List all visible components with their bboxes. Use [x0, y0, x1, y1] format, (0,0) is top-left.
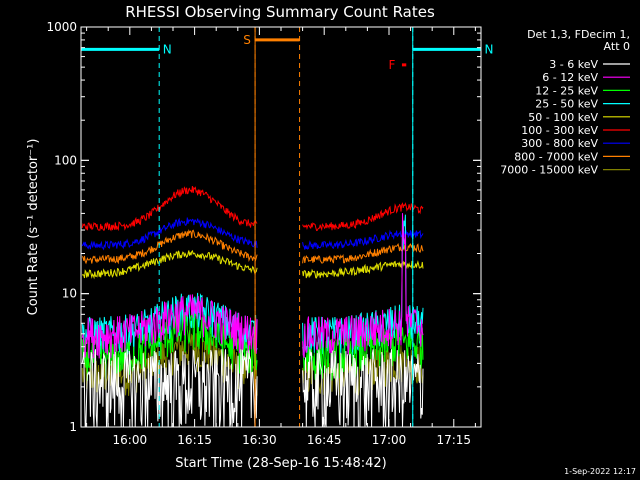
legend-label: 50 - 100 keV: [528, 111, 598, 124]
x-tick-label: 17:00: [372, 433, 407, 447]
saa-label: S: [243, 33, 251, 47]
y-tick-label: 10: [62, 287, 77, 301]
x-tick-label: 16:15: [177, 433, 212, 447]
legend-label: 25 - 50 keV: [535, 98, 598, 111]
night-label: N: [163, 42, 172, 56]
x-tick-label: 16:00: [113, 433, 148, 447]
legend-header-line-1: Det 1,3, FDecim 1,: [527, 28, 630, 41]
x-axis: 16:00 16:15 16:30 16:45 17:00 17:15: [86, 27, 476, 447]
legend-label: 6 - 12 keV: [542, 71, 598, 84]
series-layer: [81, 186, 424, 428]
y-tick-label: 100: [54, 153, 77, 167]
legend-label: 300 - 800 keV: [521, 137, 598, 150]
legend-label: 100 - 300 keV: [521, 124, 598, 137]
x-tick-label: 16:45: [307, 433, 342, 447]
series-line-100-300-keV: [81, 186, 424, 232]
series-line-6-12-keV: [81, 213, 424, 359]
y-tick-label: 1000: [46, 20, 77, 34]
legend-label: 800 - 7000 keV: [514, 150, 598, 163]
x-axis-label: Start Time (28-Sep-16 15:48:42): [175, 456, 386, 471]
generation-timestamp: 1-Sep-2022 12:17: [564, 467, 636, 476]
y-tick-label: 1: [69, 420, 77, 434]
night-label: N: [485, 42, 494, 56]
y-axis-label: Count Rate (s⁻¹ detector⁻¹): [26, 139, 41, 316]
legend-label: 12 - 25 keV: [535, 84, 598, 97]
flare-label: F: [388, 58, 395, 72]
series-line-3-6-keV: [81, 349, 424, 428]
series-line-50-100-keV: [81, 249, 424, 280]
chart-title: RHESSI Observing Summary Count Rates: [125, 3, 435, 21]
legend-label: 3 - 6 keV: [549, 58, 598, 71]
x-tick-label: 17:15: [436, 433, 471, 447]
y-axis: 1 10 100 1000: [46, 20, 481, 434]
x-tick-label: 16:30: [242, 433, 277, 447]
legend-header-line-2: Att 0: [604, 40, 630, 53]
legend-label: 7000 - 15000 keV: [500, 164, 598, 177]
